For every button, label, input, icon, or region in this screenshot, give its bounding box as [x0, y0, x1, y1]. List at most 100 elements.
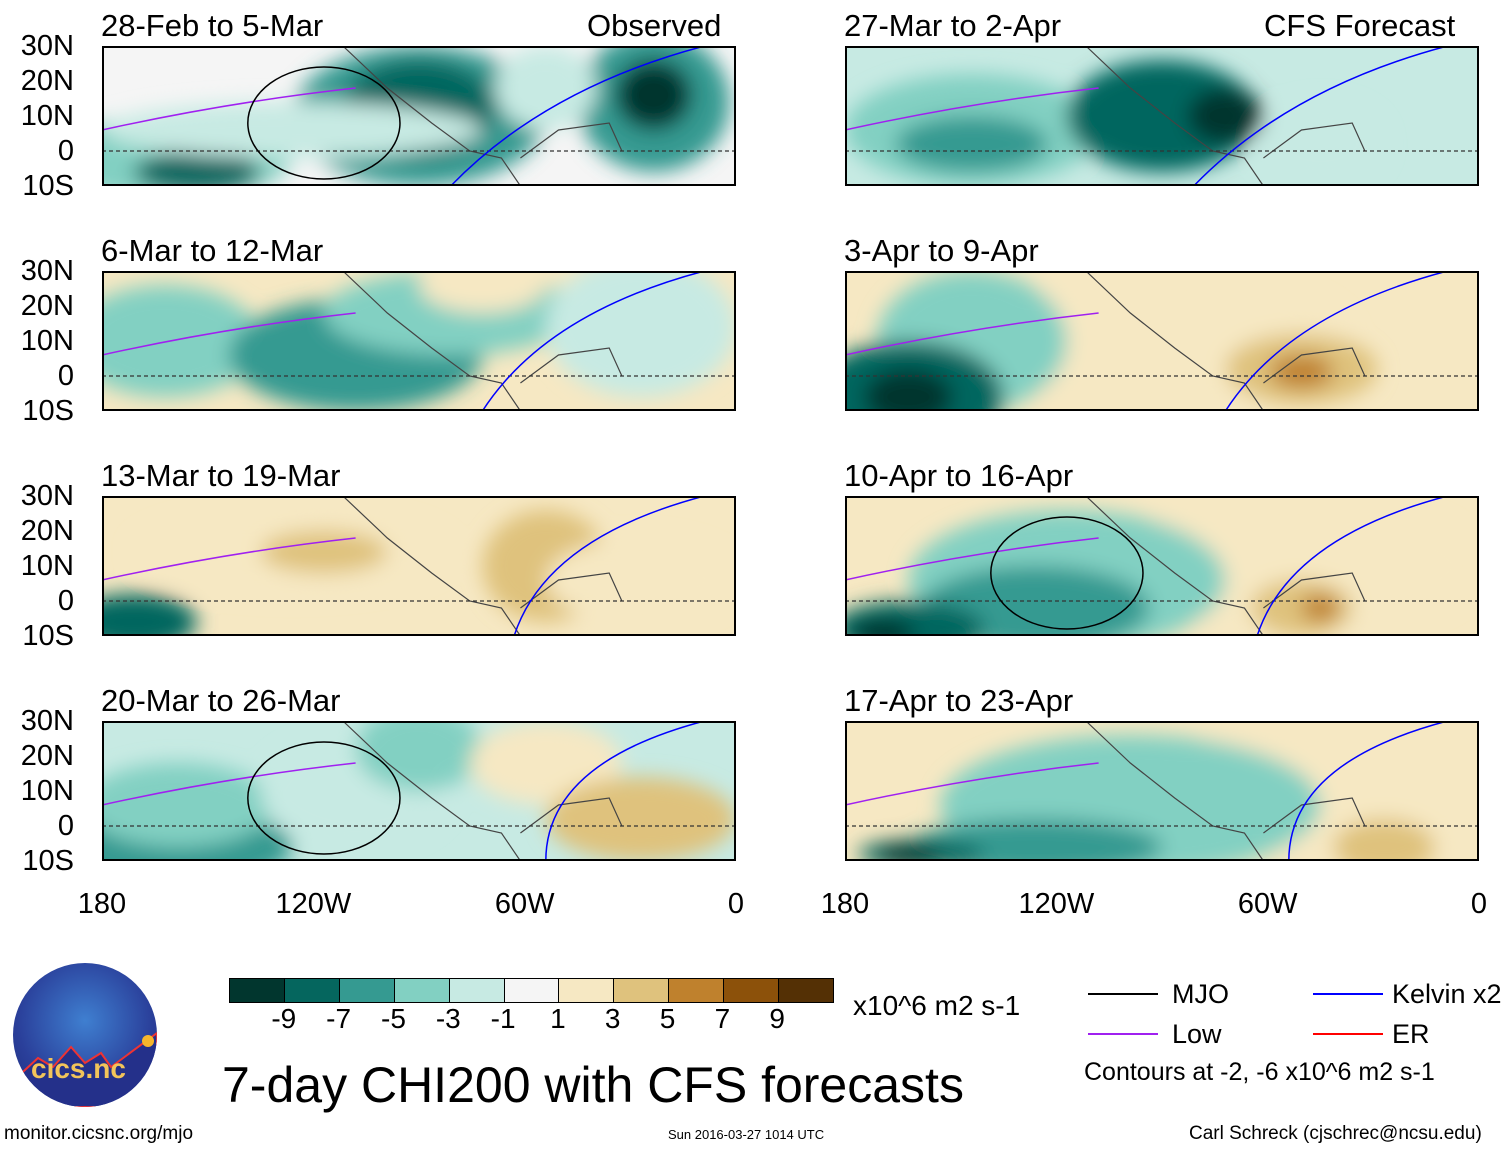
- panel-frame: [845, 271, 1479, 411]
- panel-frame: [845, 721, 1479, 861]
- kelvin-contour: [1256, 496, 1448, 636]
- mjo-contour: [247, 741, 401, 855]
- shading-region: [419, 271, 546, 313]
- lon-label: 60W: [494, 888, 555, 920]
- shading-region: [102, 102, 483, 158]
- footer-author: Carl Schreck (cjschrec@ncsu.edu): [1189, 1123, 1482, 1144]
- lon-label: 60W: [1237, 888, 1298, 920]
- lat-label: 10S: [22, 620, 74, 652]
- kelvin-contour: [450, 46, 705, 186]
- shading-region: [469, 721, 622, 805]
- panel-frame: [102, 46, 736, 186]
- legend-low: Low: [1172, 1019, 1222, 1049]
- contour-note: Contours at -2, -6 x10^6 m2 s-1: [1084, 1058, 1435, 1086]
- lat-label: 20N: [20, 65, 74, 97]
- low-contour: [845, 312, 1099, 356]
- kelvin-contour: [545, 721, 705, 861]
- colorbar-swatch: [230, 979, 284, 1002]
- shading-region: [133, 151, 261, 186]
- shading-region: [615, 60, 692, 130]
- colorbar-swatch: [558, 979, 614, 1002]
- panel-frame: [102, 496, 736, 636]
- panel-title: 27-Mar to 2-Apr: [844, 8, 1062, 43]
- shading-region: [1066, 60, 1258, 172]
- lat-label: 30N: [20, 30, 74, 62]
- map-panel: [102, 496, 736, 636]
- shading-region: [1269, 355, 1334, 389]
- coastline: [342, 721, 623, 861]
- shading-region: [102, 285, 261, 397]
- panel-title: 6-Mar to 12-Mar: [101, 233, 324, 268]
- colorbar-swatch: [283, 979, 339, 1002]
- shading-region: [545, 777, 736, 861]
- map-panel: [845, 46, 1479, 186]
- kelvin-contour: [1193, 46, 1448, 186]
- colorbar-units: x10^6 m2 s-1: [853, 990, 1021, 1021]
- footer-url[interactable]: monitor.cicsnc.org/mjo: [4, 1123, 194, 1144]
- shading-region: [1301, 594, 1340, 622]
- lon-label: 120W: [275, 888, 352, 920]
- kelvin-contour: [1224, 271, 1448, 411]
- colorbar-tick: 5: [659, 1003, 676, 1034]
- low-contour: [845, 762, 1099, 806]
- lat-label: 0: [57, 360, 74, 392]
- map-panel: [845, 271, 1479, 411]
- coastline: [1085, 271, 1366, 411]
- cics-logo: cics.nc: [13, 963, 157, 1107]
- legend-er: ER: [1392, 1019, 1430, 1049]
- mjo-line-swatch: [1088, 993, 1158, 995]
- low-contour: [102, 537, 356, 581]
- panel-frame: [102, 271, 736, 411]
- colorbar-swatch: [448, 979, 504, 1002]
- lat-label: 0: [57, 135, 74, 167]
- colorbar-swatch: [393, 979, 449, 1002]
- lat-label: 10N: [20, 100, 74, 132]
- shading-region: [851, 619, 915, 636]
- lat-label: 10N: [20, 550, 74, 582]
- mjo-contour: [990, 516, 1144, 630]
- lat-label: 10S: [22, 845, 74, 877]
- coastline: [1085, 721, 1366, 861]
- panel-title: 10-Apr to 16-Apr: [844, 458, 1074, 493]
- lat-label: 30N: [20, 480, 74, 512]
- lat-label: 10S: [22, 170, 74, 202]
- footer-timestamp: Sun 2016-03-27 1014 UTC: [668, 1127, 825, 1142]
- kelvin-line-swatch: [1313, 993, 1383, 995]
- coastline: [342, 496, 623, 636]
- shading-region: [1333, 819, 1435, 861]
- coastline: [1085, 496, 1366, 636]
- lon-label: 180: [820, 888, 870, 920]
- colorbar-tick: -9: [271, 1003, 297, 1034]
- shading-region: [495, 46, 597, 130]
- shading-region: [545, 271, 736, 397]
- low-contour: [102, 762, 356, 806]
- lat-label: 20N: [20, 515, 74, 547]
- low-contour: [845, 87, 1099, 131]
- shading-region: [864, 369, 953, 411]
- coastline: [342, 271, 623, 411]
- colorbar-swatch: [503, 979, 559, 1002]
- shading-region: [355, 721, 483, 791]
- colorbar-tick: 7: [714, 1003, 731, 1034]
- kelvin-contour: [1288, 721, 1448, 861]
- colorbar-tick: 3: [604, 1003, 621, 1034]
- shading-region: [876, 842, 941, 861]
- map-panel: [102, 271, 736, 411]
- low-contour: [102, 312, 356, 356]
- colorbar-swatch: [778, 979, 833, 1002]
- er-line-swatch: [1313, 1033, 1383, 1035]
- colorbar-tick: 1: [550, 1003, 566, 1034]
- figure-title: 7-day CHI200 with CFS forecasts: [222, 1057, 964, 1113]
- lat-label: 20N: [20, 740, 74, 772]
- lat-label: 10N: [20, 325, 74, 357]
- colorbar: [229, 978, 834, 1003]
- shading-region: [260, 531, 388, 573]
- colorbar-tick: -5: [381, 1003, 406, 1034]
- panel-title: 13-Mar to 19-Mar: [101, 458, 341, 493]
- panel-title: 28-Feb to 5-Mar: [101, 8, 324, 43]
- colorbar-swatch: [668, 979, 724, 1002]
- lat-label: 0: [57, 810, 74, 842]
- lat-label: 20N: [20, 290, 74, 322]
- shading-region: [1257, 102, 1384, 186]
- panel-title: 3-Apr to 9-Apr: [844, 233, 1039, 268]
